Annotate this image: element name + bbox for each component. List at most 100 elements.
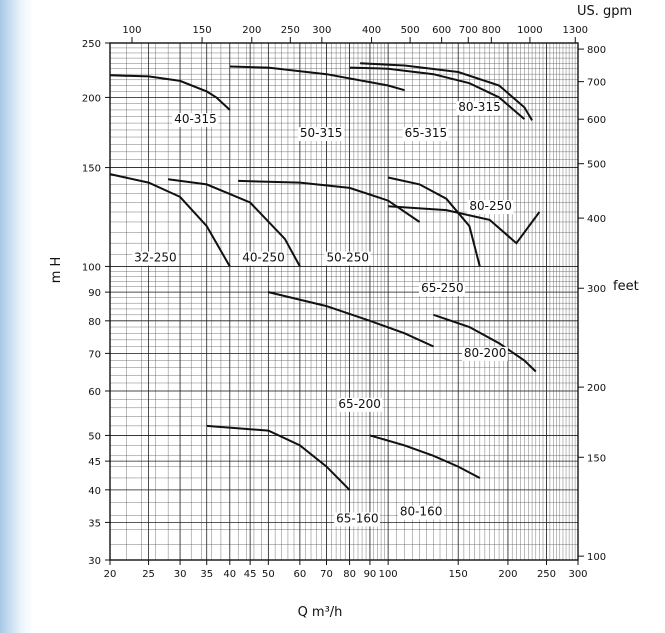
y-tick-label: 30 bbox=[88, 556, 101, 567]
curve-50-315 bbox=[229, 65, 405, 92]
y-tick-label: 50 bbox=[88, 431, 101, 442]
top-tick-label: 500 bbox=[401, 25, 420, 36]
model-label-40-250: 40-250 bbox=[242, 251, 285, 265]
x-tick-label: 30 bbox=[174, 569, 187, 580]
y-tick-label: 200 bbox=[82, 93, 101, 104]
right-tick-label: 200 bbox=[587, 383, 606, 394]
model-label-65-315: 65-315 bbox=[405, 126, 448, 140]
model-label-32-250: 32-250 bbox=[134, 251, 177, 265]
curve-40-250 bbox=[167, 178, 301, 267]
label-bg-65-315 bbox=[402, 127, 449, 142]
label-bg-80-160 bbox=[397, 505, 444, 520]
tick-labels: 20 25 30 35 40 45 50 60 70 80 90 100 150 200 250 300303… bbox=[82, 25, 606, 580]
top-tick-label: 200 bbox=[242, 25, 261, 36]
model-label-80-315: 80-315 bbox=[458, 100, 501, 114]
right-axis-label: feet bbox=[613, 279, 639, 294]
top-tick-label: 800 bbox=[482, 25, 501, 36]
x-tick-label: 90 bbox=[364, 569, 377, 580]
x-tick-label: 300 bbox=[568, 569, 587, 580]
x-tick-label: 150 bbox=[449, 569, 468, 580]
top-tick-label: 150 bbox=[193, 25, 212, 36]
right-tick-label: 500 bbox=[587, 160, 606, 171]
curve-40-315 bbox=[109, 74, 231, 111]
plot-frame bbox=[109, 42, 579, 561]
y-tick-label: 35 bbox=[88, 518, 101, 529]
right-tick-label: 300 bbox=[587, 284, 606, 295]
label-bg-50-250 bbox=[324, 251, 371, 266]
model-label-50-250: 50-250 bbox=[327, 251, 370, 265]
x-tick-label: 40 bbox=[223, 569, 236, 580]
x-tick-label: 70 bbox=[320, 569, 333, 580]
pump-curves bbox=[109, 62, 541, 491]
curve-65-250 bbox=[387, 176, 481, 267]
top-tick-label: 1300 bbox=[563, 25, 588, 36]
model-labels: 40-315 50-315 65-315 80-315 32-250 40-250 50-2… bbox=[132, 100, 514, 527]
model-label-50-315: 50-315 bbox=[300, 126, 343, 140]
label-bg-65-160 bbox=[334, 512, 381, 527]
curve-65-315 bbox=[349, 66, 526, 120]
curve-65-160 bbox=[206, 424, 351, 491]
right-tick-label: 400 bbox=[587, 214, 606, 225]
x-tick-label: 200 bbox=[498, 569, 517, 580]
x-tick-label: 35 bbox=[200, 569, 213, 580]
model-label-80-160: 80-160 bbox=[400, 505, 443, 519]
curve-65-200 bbox=[268, 291, 434, 348]
y-tick-label: 100 bbox=[82, 262, 101, 273]
label-bg-65-200 bbox=[336, 397, 383, 412]
plot-border bbox=[109, 42, 579, 561]
x-tick-label: 100 bbox=[379, 569, 398, 580]
label-bg-40-250 bbox=[240, 251, 287, 266]
top-tick-label: 1000 bbox=[517, 25, 542, 36]
label-bg-32-250 bbox=[132, 251, 179, 266]
right-tick-label: 600 bbox=[587, 115, 606, 126]
label-bg-80-315 bbox=[456, 101, 503, 116]
y-tick-label: 150 bbox=[82, 164, 101, 175]
model-label-65-250: 65-250 bbox=[421, 281, 464, 295]
x-tick-label: 50 bbox=[262, 569, 275, 580]
model-label-40-315: 40-315 bbox=[174, 112, 217, 126]
right-tick-label: 150 bbox=[587, 453, 606, 464]
curve-80-315 bbox=[360, 62, 533, 121]
x-tick-label: 60 bbox=[293, 569, 306, 580]
curve-80-200 bbox=[433, 313, 537, 373]
top-tick-label: 400 bbox=[362, 25, 381, 36]
top-tick-label: 250 bbox=[281, 25, 300, 36]
top-tick-label: 100 bbox=[122, 25, 141, 36]
top-axis-label: US. gpm bbox=[577, 4, 632, 19]
label-bg-50-315 bbox=[297, 127, 344, 142]
y-axis-label: m H bbox=[49, 257, 64, 284]
x-tick-label: 80 bbox=[343, 569, 356, 580]
x-tick-label: 45 bbox=[244, 569, 257, 580]
model-label-80-200: 80-200 bbox=[464, 346, 507, 360]
model-label-80-250: 80-250 bbox=[469, 199, 512, 213]
x-axis-label: Q m³/h bbox=[298, 605, 343, 620]
right-tick-label: 700 bbox=[587, 78, 606, 89]
y-tick-label: 80 bbox=[88, 317, 101, 328]
y-tick-label: 60 bbox=[88, 387, 101, 398]
label-bg-65-250 bbox=[419, 282, 466, 297]
model-label-65-160: 65-160 bbox=[336, 511, 379, 525]
curve-80-250 bbox=[388, 205, 541, 245]
y-tick-label: 70 bbox=[88, 349, 101, 360]
grid bbox=[109, 42, 579, 561]
model-label-65-200: 65-200 bbox=[338, 397, 381, 411]
y-tick-label: 90 bbox=[88, 288, 101, 299]
x-tick-label: 20 bbox=[104, 569, 117, 580]
x-tick-label: 25 bbox=[142, 569, 155, 580]
curve-80-160 bbox=[369, 434, 481, 479]
curve-50-250 bbox=[238, 179, 421, 223]
x-tick-label: 250 bbox=[537, 569, 556, 580]
label-bg-80-200 bbox=[461, 346, 508, 361]
top-tick-label: 600 bbox=[432, 25, 451, 36]
right-tick-label: 100 bbox=[587, 552, 606, 563]
label-bg-40-315 bbox=[172, 113, 219, 128]
y-tick-label: 45 bbox=[88, 457, 101, 468]
top-tick-label: 700 bbox=[459, 25, 478, 36]
right-tick-label: 800 bbox=[587, 45, 606, 56]
y-tick-label: 250 bbox=[82, 39, 101, 50]
curve-32-250 bbox=[109, 173, 231, 267]
label-bg-80-250 bbox=[467, 200, 514, 215]
y-tick-label: 40 bbox=[88, 486, 101, 497]
